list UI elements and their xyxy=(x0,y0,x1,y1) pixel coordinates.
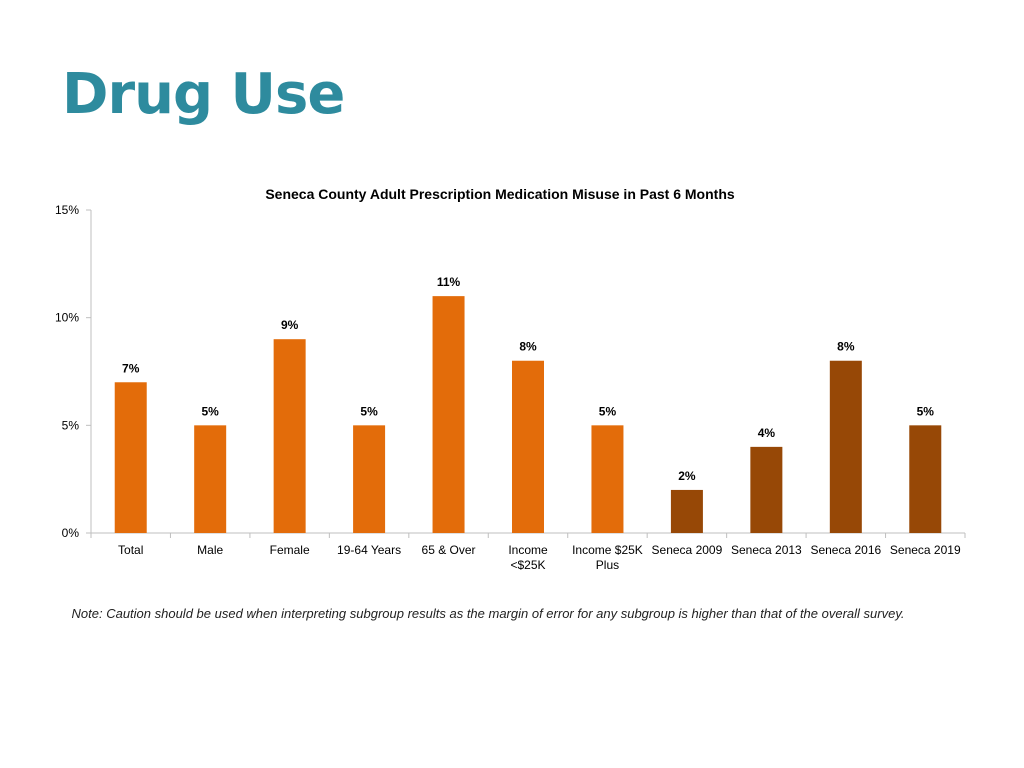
x-tick-label: Seneca 2013 xyxy=(731,543,802,557)
bar-chart: Seneca County Adult Prescription Medicat… xyxy=(55,186,966,572)
chart-bars xyxy=(114,296,942,533)
bar-value-label: 2% xyxy=(678,469,696,483)
bar xyxy=(114,382,147,533)
y-tick-label: 5% xyxy=(62,418,80,432)
bar-value-label: 8% xyxy=(519,340,537,354)
footnote: Note: Caution should be used when interp… xyxy=(71,606,905,621)
chart-axes: 0% 5% 10% 15% xyxy=(55,203,966,540)
y-tick-label: 0% xyxy=(62,526,80,540)
x-tick-label: Male xyxy=(197,543,223,557)
bar xyxy=(750,446,783,533)
bar-value-label: 4% xyxy=(758,426,776,440)
x-tick-label: 65 & Over xyxy=(422,543,476,557)
bar xyxy=(670,489,703,533)
bar xyxy=(353,425,386,533)
x-tick-label: <$25K xyxy=(510,558,545,572)
bar-value-label: 8% xyxy=(837,340,855,354)
x-tick-label: Income xyxy=(508,543,548,557)
bar-value-label: 5% xyxy=(917,404,935,418)
bar xyxy=(432,296,465,533)
x-tick-label: Income $25K xyxy=(572,543,643,557)
bar xyxy=(909,425,942,533)
bar xyxy=(194,425,227,533)
x-tick-label: Seneca 2009 xyxy=(652,543,723,557)
y-tick-label: 10% xyxy=(55,311,79,325)
bar xyxy=(591,425,624,533)
x-tick-label: Female xyxy=(270,543,310,557)
y-tick-label: 15% xyxy=(55,203,79,217)
bar-value-label: 5% xyxy=(599,404,617,418)
bar-value-label: 7% xyxy=(122,361,140,375)
x-tick-label: Seneca 2016 xyxy=(810,543,881,557)
x-tick-label: Seneca 2019 xyxy=(890,543,961,557)
x-tick-label: Total xyxy=(118,543,143,557)
bar-value-label: 5% xyxy=(360,404,378,418)
slide-title: Drug Use xyxy=(62,62,345,127)
bar-value-label: 5% xyxy=(202,404,220,418)
chart-labels: 7% Total 5% Male 9% Female 5% 19-64 Years 11% 65 … xyxy=(118,275,961,572)
bar xyxy=(829,360,862,533)
bar xyxy=(512,360,544,533)
x-tick-label: 19-64 Years xyxy=(337,543,401,557)
bar-value-label: 9% xyxy=(281,318,299,332)
x-tick-label: Plus xyxy=(596,558,619,572)
bar xyxy=(273,339,306,533)
chart-title: Seneca County Adult Prescription Medicat… xyxy=(265,186,735,202)
bar-value-label: 11% xyxy=(437,275,461,289)
